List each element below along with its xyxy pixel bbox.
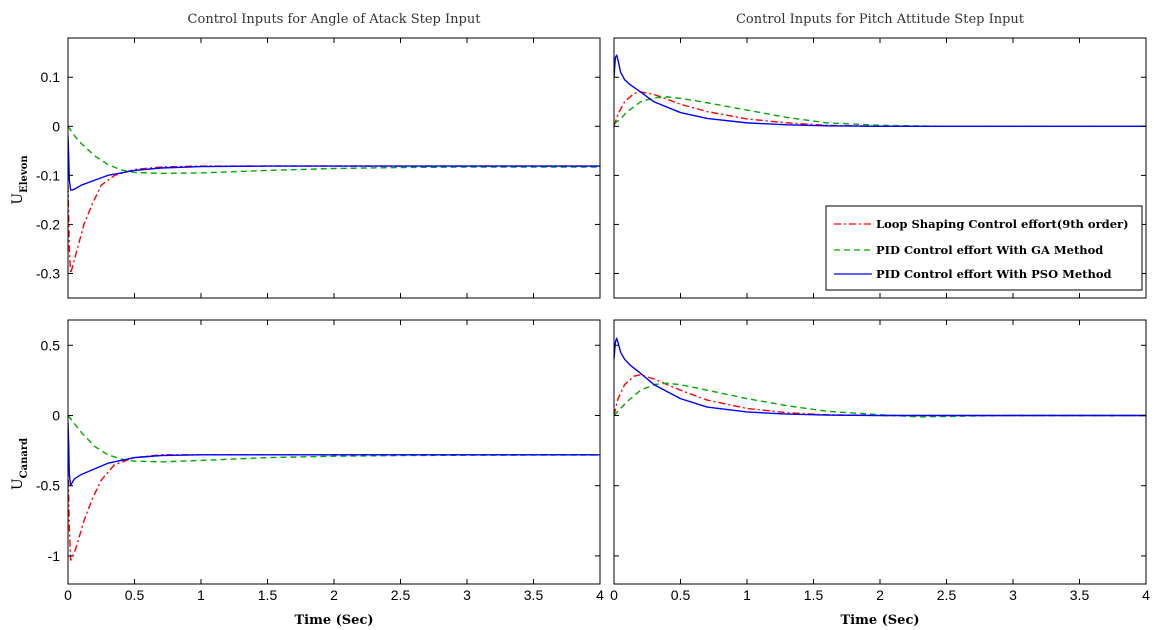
series-line-pid-control-effort-with-ga-method: [614, 382, 1146, 418]
x-axis-label-right: Time (Sec): [840, 613, 919, 628]
x-tick-label: 2.5: [391, 587, 411, 603]
series-line-pid-control-effort-with-pso-method: [614, 337, 1146, 417]
x-tick-label: 2: [876, 587, 884, 603]
legend: Loop Shaping Control effort(9th order) P…: [825, 205, 1143, 291]
x-tick-label: 4: [1142, 587, 1150, 603]
series-group: [614, 337, 1146, 418]
x-tick-label: 3.5: [1070, 587, 1090, 603]
x-tick-label: 4: [596, 587, 604, 603]
x-tick-label: 0.5: [125, 587, 145, 603]
series-line-loop-shaping-control-effort-9th-order: [68, 165, 600, 275]
x-tick-label: 3.5: [524, 587, 544, 603]
plot-pitch-attitude-canard: 0 0.5 1 1.5 2 2.5 3 3.5 4: [610, 319, 1150, 603]
plot-angle-of-attack-canard: 0 0.5 1 1.5 2 2.5 3 3.5 4 -1 -0.5 0 0.5: [36, 319, 604, 603]
y-tick-label: -0.5: [36, 478, 60, 494]
y-tick-label: -0.2: [36, 216, 60, 232]
series-line-pid-control-effort-with-ga-method: [68, 125, 600, 175]
svg-text:UElevon: UElevon: [10, 155, 30, 205]
series-line-pid-control-effort-with-pso-method: [68, 422, 600, 487]
x-tick-label: 0: [610, 587, 618, 603]
plot-area: [68, 320, 600, 584]
x-tick-label: 1: [743, 587, 751, 603]
x-tick-label: 3: [1009, 587, 1017, 603]
x-axis-label-left: Time (Sec): [294, 613, 373, 628]
series-line-pid-control-effort-with-pso-method: [614, 54, 1146, 128]
y-tick-label: -0.3: [36, 265, 60, 281]
x-tick-label: 0: [64, 587, 72, 603]
plot-area: [614, 320, 1146, 584]
x-tick-label: 3: [463, 587, 471, 603]
series-group: [68, 415, 600, 561]
legend-label-loop-shaping: Loop Shaping Control effort(9th order): [876, 217, 1129, 231]
y-axis-label-elevon: UElevon: [10, 155, 30, 205]
series-group: [614, 54, 1146, 128]
y-tick-label: -1: [48, 548, 61, 564]
title-top-right: Control Inputs for Pitch Attitude Step I…: [736, 12, 1025, 27]
legend-label-ga: PID Control effort With GA Method: [876, 243, 1103, 257]
y-tick-label: 0.5: [41, 337, 61, 353]
y-axis-label-canard: UCanard: [10, 438, 30, 490]
x-tick-label: 0.5: [671, 587, 691, 603]
y-tick-label: 0: [52, 407, 60, 423]
y-tick-label: -0.1: [36, 167, 60, 183]
svg-text:UCanard: UCanard: [10, 438, 30, 490]
x-tick-label: 1: [197, 587, 205, 603]
title-top-left: Control Inputs for Angle of Atack Step I…: [188, 12, 482, 27]
x-tick-label: 1.5: [804, 587, 824, 603]
x-tick-label: 2: [330, 587, 338, 603]
legend-label-pso: PID Control effort With PSO Method: [876, 267, 1112, 281]
series-line-pid-control-effort-with-pso-method: [68, 136, 600, 191]
x-tick-label: 2.5: [937, 587, 957, 603]
y-tick-label: 0: [52, 118, 60, 134]
series-group: [68, 125, 600, 275]
x-tick-label: 1.5: [258, 587, 278, 603]
y-tick-label: 0.1: [41, 69, 61, 85]
plot-angle-of-attack-elevon: -0.3 -0.2 -0.1 0 0.1: [36, 37, 601, 299]
